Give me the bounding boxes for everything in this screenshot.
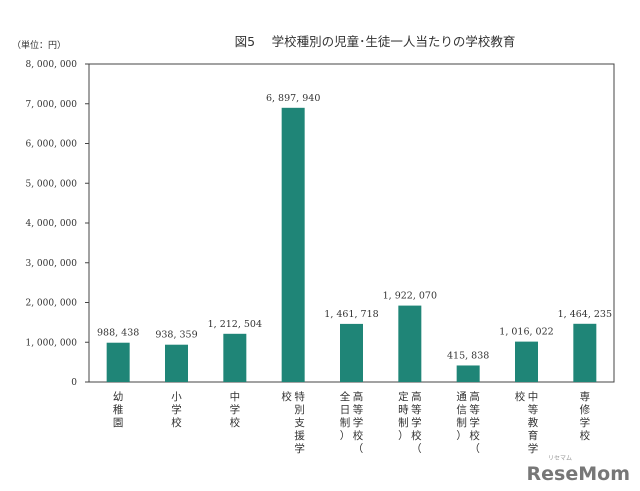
- x-category-label: 定: [398, 390, 409, 403]
- x-category-label: 支: [294, 417, 305, 429]
- x-category-label: 中: [528, 390, 539, 403]
- y-tick-label: 2, 000, 000: [25, 299, 77, 309]
- x-category-label: 校: [281, 390, 292, 403]
- x-category-label: 学: [580, 416, 591, 429]
- x-category-label: 学: [230, 403, 241, 416]
- x-category-label: 校: [580, 429, 591, 442]
- x-category-label: 制: [456, 416, 467, 429]
- x-category-label: 小: [171, 391, 182, 403]
- x-category-label: 等: [469, 403, 480, 416]
- data-label: 1, 922, 070: [383, 291, 437, 302]
- x-category-label: 等: [411, 403, 422, 416]
- watermark-small-text: リセマム: [548, 455, 572, 462]
- data-label: 415, 838: [447, 350, 489, 361]
- data-label: 988, 438: [97, 328, 139, 339]
- y-tick-label: 3, 000, 000: [25, 259, 77, 269]
- y-tick-label: 6, 000, 000: [25, 140, 77, 150]
- x-category-label: 等: [353, 403, 364, 416]
- x-category-label: 制: [398, 416, 409, 429]
- x-category-label: 校: [469, 429, 480, 442]
- x-category-label: （: [353, 443, 364, 455]
- plot-area: 0 1, 000, 000 2, 000, 000 3, 000, 000 4, 000…: [25, 60, 615, 455]
- bar: [515, 341, 538, 382]
- data-label: 6, 897, 940: [266, 93, 320, 104]
- bar: [106, 342, 130, 382]
- y-tick-label: 8, 000, 000: [25, 60, 77, 70]
- x-category-label: 信: [456, 404, 467, 416]
- x-category-label: 校: [411, 429, 422, 442]
- x-category-label: （: [411, 443, 422, 455]
- bar: [281, 107, 305, 382]
- data-label: 1, 016, 022: [499, 327, 553, 338]
- x-category-label: 学: [528, 442, 539, 455]
- bar: [398, 305, 422, 382]
- y-tick-label: 1, 000, 000: [25, 338, 77, 348]
- x-category-label: 特: [294, 391, 305, 403]
- x-category-label: 別: [294, 404, 305, 416]
- x-category-label: 高: [353, 390, 364, 403]
- bar: [223, 333, 247, 382]
- chart-title: 図5 学校種別の児童･生徒一人当たりの学校教育: [235, 34, 516, 49]
- data-label: 938, 359: [155, 330, 197, 341]
- x-category-label: 制: [340, 416, 351, 429]
- bar: [340, 323, 363, 382]
- x-category-label: 稚: [113, 404, 124, 416]
- x-category-label: 学: [353, 416, 364, 429]
- x-category-label: 学: [171, 403, 182, 416]
- watermark-text: ReseMom: [527, 463, 630, 485]
- data-label: 1, 212, 504: [208, 319, 262, 330]
- data-label: 1, 464, 235: [558, 309, 612, 320]
- x-category-label: 全: [340, 390, 351, 403]
- data-label: 1, 461, 718: [324, 309, 378, 320]
- x-category-label: 校: [171, 416, 182, 429]
- x-category-label: 校: [230, 416, 241, 429]
- bar: [573, 323, 597, 382]
- x-category-label: 高: [411, 390, 422, 403]
- y-tick-label: 7, 000, 000: [25, 100, 77, 110]
- bar: [456, 365, 480, 382]
- y-tick-label: 5, 000, 000: [25, 179, 77, 189]
- x-category-label: 学: [469, 416, 480, 429]
- y-tick-label: 4, 000, 000: [25, 219, 77, 229]
- x-category-label: 学: [411, 416, 422, 429]
- bar: [165, 344, 188, 382]
- x-category-label: 日: [340, 404, 351, 416]
- x-category-label: （: [469, 443, 480, 455]
- x-category-label: 援: [294, 429, 305, 442]
- x-category-label: 学: [294, 442, 305, 455]
- watermark-logo: リセマム ReseMom: [527, 455, 630, 485]
- x-category-label: 専: [580, 391, 591, 403]
- x-category-label: ）: [456, 430, 467, 442]
- x-category-label: 高: [469, 390, 480, 403]
- x-category-label: 校: [515, 390, 526, 403]
- x-category-label: 幼: [113, 390, 124, 403]
- x-category-label: 時: [398, 404, 409, 416]
- x-category-label: ）: [398, 430, 409, 442]
- x-category-label: 校: [353, 429, 364, 442]
- x-category-label: 通: [456, 391, 467, 403]
- x-category-label: 修: [580, 403, 591, 416]
- x-category-label: 教: [528, 416, 539, 429]
- x-category-label: 園: [113, 417, 124, 429]
- x-category-label: 育: [528, 429, 539, 442]
- x-category-label: 等: [528, 403, 539, 416]
- unit-label: （単位：円）: [12, 39, 66, 51]
- y-tick-label: 0: [71, 378, 77, 388]
- x-category-label: 中: [230, 390, 241, 403]
- x-category-label: ）: [340, 430, 351, 442]
